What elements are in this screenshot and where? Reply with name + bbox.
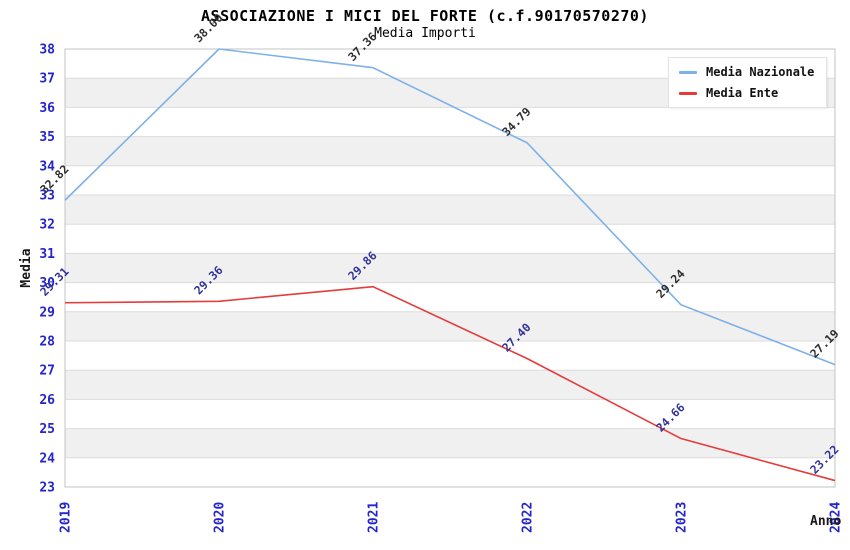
legend-label: Media Ente xyxy=(706,86,779,100)
x-axis-title: Anno xyxy=(810,514,841,529)
x-tick-label: 2020 xyxy=(213,502,228,533)
x-tick-label: 2019 xyxy=(59,502,74,533)
data-label: 38.00 xyxy=(191,11,225,45)
x-tick-label: 2021 xyxy=(367,502,382,533)
grid-band xyxy=(65,253,835,283)
data-label: 37.36 xyxy=(345,29,379,63)
y-tick-label: 38 xyxy=(39,43,55,58)
grid-band xyxy=(65,370,835,400)
y-tick-label: 26 xyxy=(39,393,55,408)
x-tick-label: 2022 xyxy=(521,502,536,533)
y-tick-label: 33 xyxy=(39,189,55,204)
legend-item-media-ente: Media Ente xyxy=(679,86,814,100)
y-tick-label: 23 xyxy=(39,481,55,496)
series-line-media-nazionale xyxy=(64,48,836,366)
chart-title: ASSOCIAZIONE I MICI DEL FORTE (c.f.90170… xyxy=(201,7,649,25)
y-tick-label: 37 xyxy=(39,72,55,87)
chart-subtitle: Media Importi xyxy=(374,26,476,41)
grid-band xyxy=(65,195,835,225)
y-tick-label: 36 xyxy=(39,101,55,116)
y-tick-label: 28 xyxy=(39,335,55,350)
x-tick-label: 2024 xyxy=(829,502,844,533)
series-line-media-ente xyxy=(64,285,836,482)
plot-frame xyxy=(64,48,836,488)
y-tick-label: 30 xyxy=(39,276,55,291)
y-tick-label: 34 xyxy=(39,159,55,174)
legend: Media Nazionale Media Ente xyxy=(668,57,828,108)
grid-band xyxy=(65,311,835,341)
y-tick-label: 27 xyxy=(39,364,55,379)
y-tick-label: 32 xyxy=(39,218,55,233)
grid-band xyxy=(65,136,835,166)
legend-color-dash xyxy=(679,70,697,74)
y-tick-label: 24 xyxy=(39,451,55,466)
legend-color-dash xyxy=(679,91,697,95)
y-tick-label: 25 xyxy=(39,422,55,437)
y-tick-label: 35 xyxy=(39,130,55,145)
y-tick-label: 31 xyxy=(39,247,55,262)
data-label: 34.79 xyxy=(499,104,533,138)
x-tick-label: 2023 xyxy=(675,502,690,533)
legend-label: Media Nazionale xyxy=(706,65,815,79)
y-tick-label: 29 xyxy=(39,305,55,320)
y-axis-title: Media xyxy=(19,248,34,287)
grid-band xyxy=(65,428,835,458)
legend-item-media-nazionale: Media Nazionale xyxy=(679,65,814,79)
